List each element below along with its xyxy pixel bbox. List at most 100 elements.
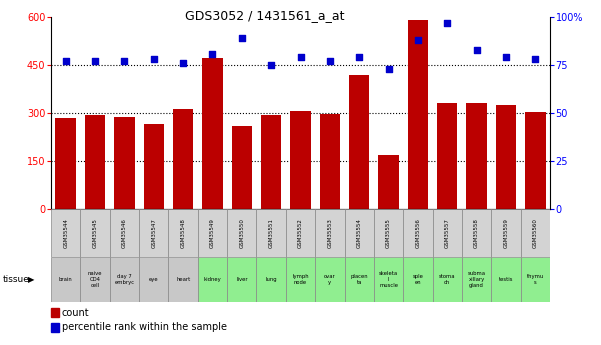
Point — [178, 60, 188, 66]
Point — [355, 55, 364, 60]
Bar — [315, 209, 344, 257]
Text: GDS3052 / 1431561_a_at: GDS3052 / 1431561_a_at — [185, 9, 344, 22]
Bar — [403, 209, 433, 257]
Bar — [520, 209, 550, 257]
Text: GSM35550: GSM35550 — [239, 218, 245, 248]
Text: ▶: ▶ — [28, 275, 34, 284]
Bar — [261, 115, 281, 209]
Text: GSM35558: GSM35558 — [474, 218, 479, 248]
Point — [383, 66, 393, 72]
Text: tissue: tissue — [3, 275, 30, 284]
Bar — [403, 257, 433, 302]
Text: eye: eye — [149, 277, 159, 282]
Text: thymu
s: thymu s — [526, 274, 544, 285]
Text: testis: testis — [499, 277, 513, 282]
Bar — [85, 115, 105, 209]
Bar — [144, 124, 164, 209]
Bar — [81, 257, 110, 302]
Bar — [491, 209, 520, 257]
Point — [237, 36, 246, 41]
Point — [325, 59, 335, 64]
Bar — [462, 209, 491, 257]
Text: percentile rank within the sample: percentile rank within the sample — [62, 323, 227, 332]
Point — [472, 47, 481, 52]
Bar — [525, 112, 546, 209]
Bar — [139, 209, 168, 257]
Point — [296, 55, 305, 60]
Text: skeleta
l
muscle: skeleta l muscle — [379, 271, 398, 288]
Bar — [139, 257, 168, 302]
Bar — [51, 209, 81, 257]
Point — [413, 38, 423, 43]
Point — [208, 51, 218, 56]
Bar — [462, 257, 491, 302]
Bar — [202, 58, 223, 209]
Bar — [374, 257, 403, 302]
Bar — [433, 257, 462, 302]
Bar — [231, 126, 252, 209]
Point — [442, 20, 452, 26]
Text: GSM35555: GSM35555 — [386, 218, 391, 248]
Text: GSM35544: GSM35544 — [63, 218, 69, 248]
Text: GSM35551: GSM35551 — [269, 218, 273, 248]
Bar — [168, 209, 198, 257]
Bar — [286, 257, 315, 302]
Bar — [407, 20, 428, 209]
Bar — [227, 257, 257, 302]
Bar — [198, 209, 227, 257]
Bar — [55, 118, 76, 209]
Bar — [168, 257, 198, 302]
Text: GSM35549: GSM35549 — [210, 218, 215, 248]
Bar — [173, 109, 194, 209]
Bar — [227, 209, 257, 257]
Text: GSM35553: GSM35553 — [328, 218, 332, 248]
Text: placen
ta: placen ta — [350, 274, 368, 285]
Point — [266, 62, 276, 68]
Text: kidney: kidney — [204, 277, 221, 282]
Text: GSM35546: GSM35546 — [122, 218, 127, 248]
Text: ovar
y: ovar y — [324, 274, 336, 285]
Bar — [520, 257, 550, 302]
Bar — [290, 111, 311, 209]
Bar — [496, 105, 516, 209]
Point — [61, 59, 70, 64]
Point — [531, 57, 540, 62]
Point — [120, 59, 129, 64]
Text: naive
CD4
cell: naive CD4 cell — [88, 271, 102, 288]
Bar — [466, 104, 487, 209]
Bar — [491, 257, 520, 302]
Bar — [51, 257, 81, 302]
Bar — [437, 103, 457, 209]
Text: heart: heart — [176, 277, 191, 282]
Text: lymph
node: lymph node — [292, 274, 309, 285]
Bar — [344, 257, 374, 302]
Text: subma
xillary
gland: subma xillary gland — [468, 271, 486, 288]
Bar — [257, 257, 286, 302]
Text: GSM35560: GSM35560 — [532, 218, 538, 248]
Text: GSM35547: GSM35547 — [151, 218, 156, 248]
Bar — [374, 209, 403, 257]
Bar — [349, 75, 370, 209]
Bar — [320, 114, 340, 209]
Text: GSM35556: GSM35556 — [415, 218, 420, 248]
Text: liver: liver — [236, 277, 248, 282]
Bar — [81, 209, 110, 257]
Text: GSM35552: GSM35552 — [298, 218, 303, 248]
Text: brain: brain — [59, 277, 73, 282]
Text: GSM35545: GSM35545 — [93, 218, 97, 248]
Text: GSM35557: GSM35557 — [445, 218, 450, 248]
Text: stoma
ch: stoma ch — [439, 274, 456, 285]
Bar — [433, 209, 462, 257]
Text: GSM35554: GSM35554 — [356, 218, 362, 248]
Bar — [378, 155, 399, 209]
Bar — [286, 209, 315, 257]
Point — [501, 55, 511, 60]
Bar — [110, 257, 139, 302]
Text: GSM35559: GSM35559 — [504, 218, 508, 248]
Bar — [344, 209, 374, 257]
Bar — [198, 257, 227, 302]
Bar — [315, 257, 344, 302]
Point — [149, 57, 159, 62]
Text: day 7
embryc: day 7 embryc — [114, 274, 135, 285]
Bar — [110, 209, 139, 257]
